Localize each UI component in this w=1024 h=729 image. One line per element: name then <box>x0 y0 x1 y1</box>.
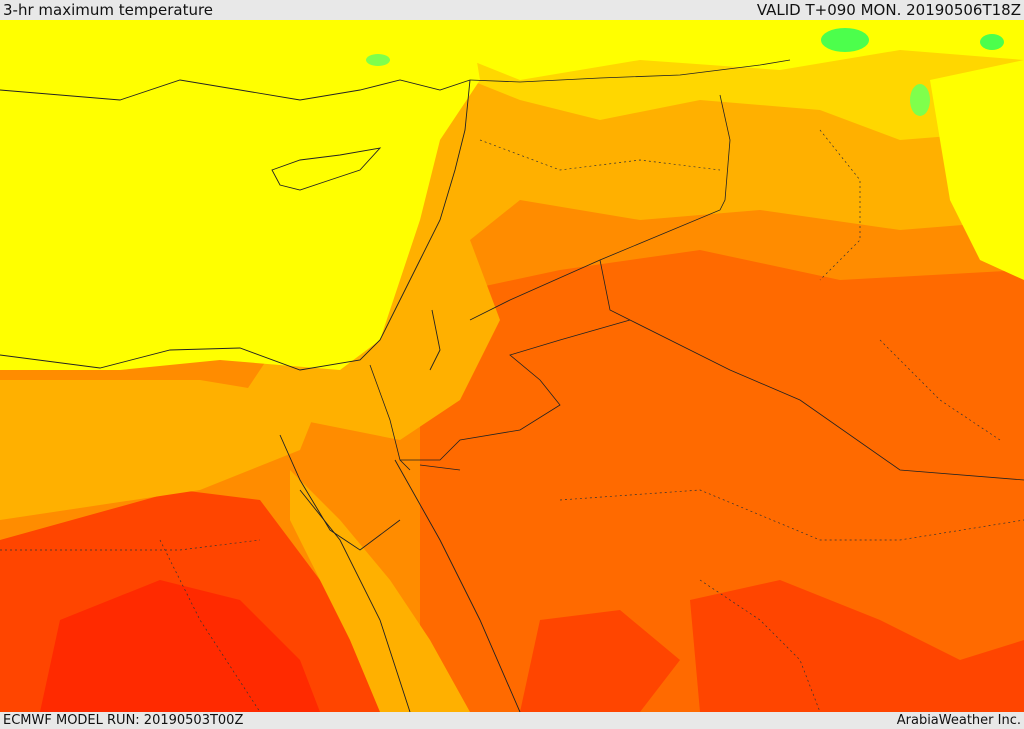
coastlines <box>0 79 521 712</box>
province-borders <box>0 129 1024 712</box>
map-canvas <box>0 20 1024 712</box>
field-green-zagros <box>910 84 930 116</box>
country-borders <box>369 59 1024 481</box>
field-red-orange-east <box>690 580 1024 712</box>
field-red-core <box>40 580 320 712</box>
map-title: 3-hr maximum temperature <box>3 1 214 19</box>
field-green-anatolia <box>366 54 390 66</box>
temperature-map <box>0 20 1024 712</box>
field-yellow-med <box>0 20 480 370</box>
credit: ArabiaWeather Inc. <box>896 713 1021 728</box>
field-yellow-turkey <box>0 20 1024 100</box>
field-dark-orange <box>420 250 1024 712</box>
valid-time: VALID T+090 MON. 20190506T18Z <box>756 1 1021 19</box>
field-amber-egypt <box>0 380 320 520</box>
footer-bar: ECMWF MODEL RUN: 20190503T00Z ArabiaWeat… <box>0 712 1024 729</box>
field-green-east <box>980 34 1004 50</box>
field-red-sea <box>290 470 470 712</box>
model-run: ECMWF MODEL RUN: 20190503T00Z <box>3 713 244 728</box>
field-red-orange-mid <box>520 610 680 712</box>
field-green-caucasus <box>821 28 869 52</box>
header-bar: 3-hr maximum temperature VALID T+090 MON… <box>0 0 1024 20</box>
field-yellow-zagros <box>930 60 1024 280</box>
